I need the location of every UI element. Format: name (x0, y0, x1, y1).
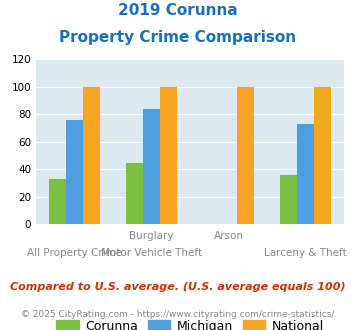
Bar (126, 162, 143, 224)
Text: Motor Vehicle Theft: Motor Vehicle Theft (101, 248, 202, 257)
Legend: Corunna, Michigan, National: Corunna, Michigan, National (52, 316, 327, 330)
Bar (237, 87, 254, 224)
Bar (83, 87, 100, 224)
Bar (66, 120, 83, 224)
Text: All Property Crime: All Property Crime (27, 248, 122, 257)
Text: © 2025 CityRating.com - https://www.cityrating.com/crime-statistics/: © 2025 CityRating.com - https://www.city… (21, 310, 334, 319)
Text: Property Crime Comparison: Property Crime Comparison (59, 30, 296, 45)
Bar (280, 175, 297, 224)
Bar (143, 109, 160, 224)
Text: Arson: Arson (213, 231, 244, 241)
Text: Larceny & Theft: Larceny & Theft (264, 248, 347, 257)
Text: 2019 Corunna: 2019 Corunna (118, 3, 237, 18)
Bar (314, 87, 331, 224)
Bar (49, 179, 66, 224)
Bar (297, 124, 314, 224)
Text: Burglary: Burglary (129, 231, 174, 241)
Text: Compared to U.S. average. (U.S. average equals 100): Compared to U.S. average. (U.S. average … (10, 282, 345, 292)
Bar (160, 87, 177, 224)
